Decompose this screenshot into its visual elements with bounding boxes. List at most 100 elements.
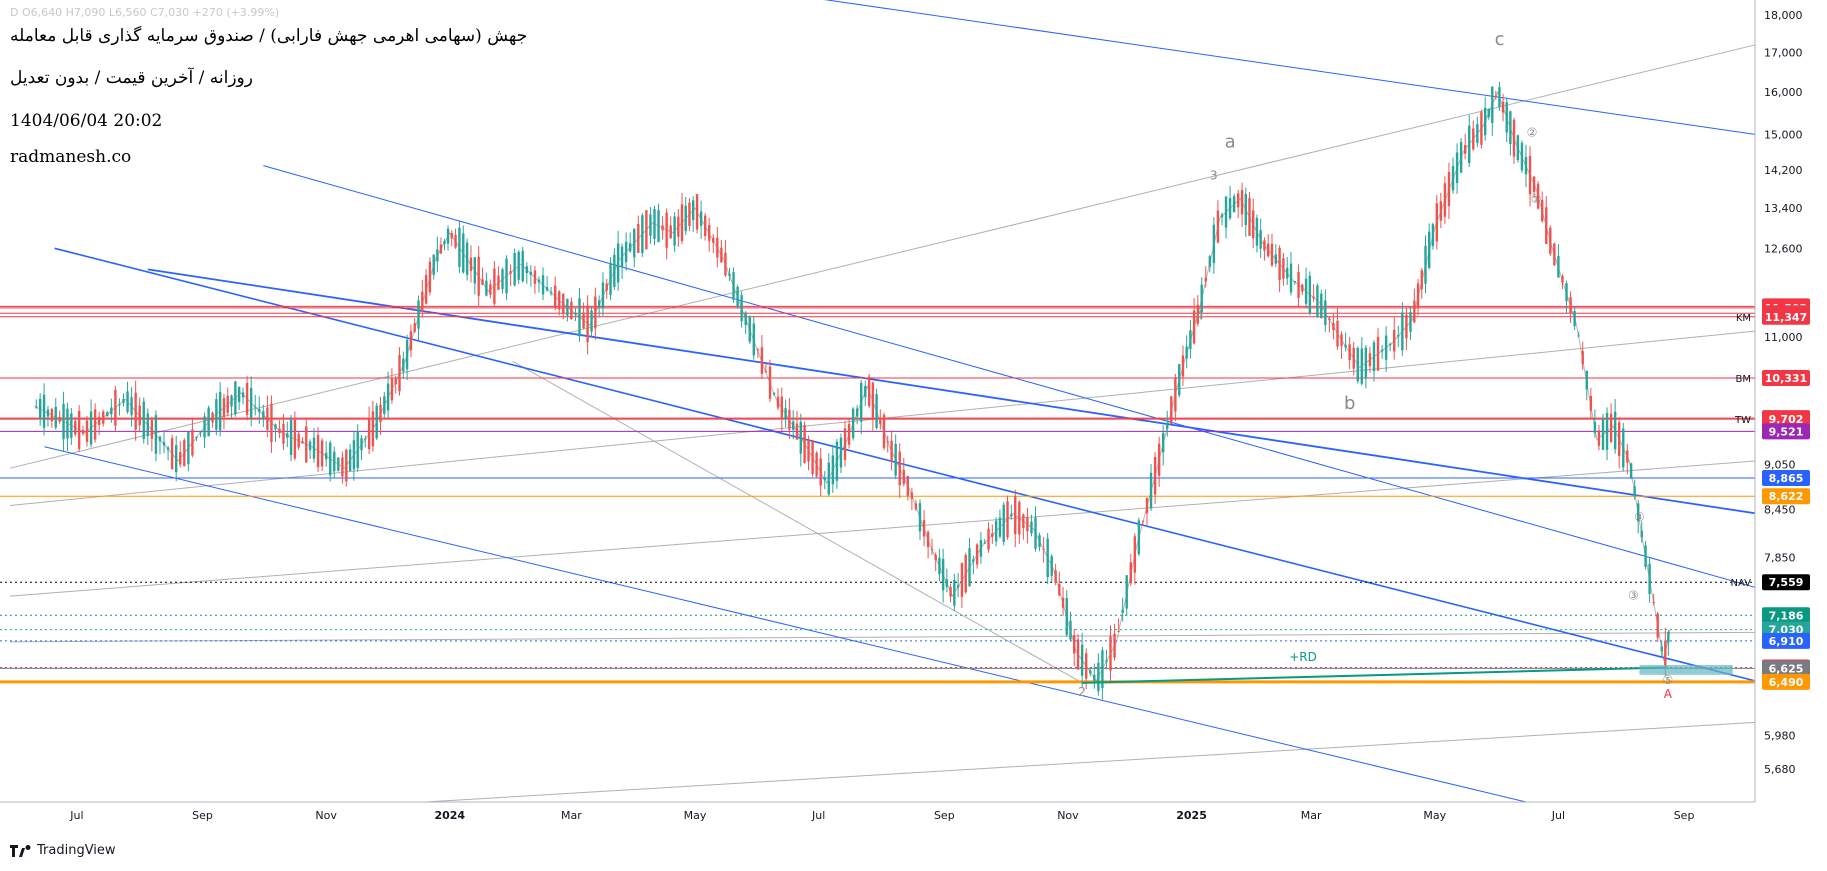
candle-body — [1324, 300, 1327, 325]
candle-body — [748, 316, 751, 342]
candle-body — [1145, 497, 1149, 514]
wave-label: c — [1495, 29, 1505, 50]
candle-body — [1487, 108, 1490, 118]
candle-body — [110, 407, 113, 415]
candle-body — [525, 266, 529, 274]
candle-body — [38, 398, 42, 420]
candle-body — [699, 211, 703, 226]
tradingview-logo[interactable]: TradingView — [10, 843, 116, 858]
y-tick-label: 14,200 — [1764, 164, 1803, 177]
candle-body — [1509, 111, 1512, 144]
candle-body — [85, 420, 89, 442]
candle-body — [1340, 334, 1343, 346]
horizontal-levels — [0, 305, 1755, 684]
candle-body — [1397, 335, 1400, 337]
candle-body — [324, 452, 328, 460]
fan-line — [512, 360, 1083, 684]
candle-body — [513, 253, 516, 286]
candle-body — [481, 279, 484, 285]
candle-body — [1656, 613, 1659, 638]
candle-body — [1161, 432, 1165, 453]
candle-body — [66, 408, 69, 439]
line-label: KM — [1736, 313, 1751, 324]
price-series — [34, 81, 1733, 700]
candle-body — [649, 214, 652, 236]
candle-body — [398, 355, 401, 392]
channel-line — [823, 0, 1756, 135]
wave-label: ④ — [1634, 510, 1645, 524]
ohlc-readout: D O6,640 H7,090 L6,560 C7,030 +270 (+3.9… — [10, 6, 280, 19]
y-tick-label: 12,600 — [1764, 242, 1803, 255]
channel-lines — [44, 0, 1756, 803]
candle-body — [1042, 548, 1045, 550]
candle-body — [637, 224, 640, 253]
price-tag-label: 9,521 — [1769, 425, 1804, 438]
candle-body — [166, 447, 170, 450]
candle-body — [1125, 575, 1128, 609]
candle-body — [736, 286, 739, 307]
price-tag — [1762, 423, 1810, 440]
candle-body — [1505, 102, 1508, 133]
candle-body — [1557, 255, 1560, 278]
candle-body — [960, 563, 964, 597]
candle-body — [179, 452, 182, 465]
candle-body — [320, 440, 324, 467]
wave-label: ⑤ — [1662, 673, 1673, 687]
candle-body — [146, 413, 150, 436]
candle-body — [469, 257, 473, 272]
candle-body — [1050, 556, 1053, 576]
price-tag — [1762, 607, 1810, 624]
candle-body — [1597, 430, 1601, 446]
candle-body — [436, 249, 439, 262]
candle-body — [1200, 284, 1203, 313]
candle-body — [501, 269, 504, 290]
candle-body — [1274, 254, 1278, 264]
candle-body — [1384, 335, 1388, 360]
candle-body — [1561, 276, 1564, 283]
candle-body — [187, 431, 190, 465]
candle-body — [819, 458, 822, 486]
candle-body — [234, 381, 237, 415]
candle-body — [1573, 310, 1576, 327]
candle-body — [922, 520, 926, 537]
candle-body — [1228, 198, 1232, 219]
x-tick-label: Nov — [315, 809, 337, 822]
candle-body — [249, 387, 253, 418]
candle-body — [379, 404, 382, 423]
candle-body — [776, 396, 780, 408]
candle-body — [1093, 674, 1096, 681]
candle-body — [1101, 650, 1104, 689]
rd-zone — [1639, 664, 1733, 675]
candle-body — [211, 412, 214, 423]
wave-label: 2 — [1078, 685, 1086, 699]
candle-body — [1189, 330, 1192, 349]
candle-body — [497, 275, 500, 290]
candle-body — [712, 237, 715, 243]
candle-body — [1336, 320, 1339, 347]
candle-body — [553, 285, 557, 308]
candle-body — [684, 205, 687, 232]
candle-body — [1431, 224, 1435, 247]
wave-label: A — [1664, 687, 1673, 701]
candle-body — [458, 227, 461, 267]
candle-body — [394, 377, 397, 385]
candle-body — [1468, 125, 1471, 163]
y-tick-label: 18,000 — [1764, 9, 1803, 22]
candle-body — [1014, 495, 1017, 535]
candle-body — [688, 202, 691, 226]
candle-body — [1388, 343, 1392, 346]
candle-body — [677, 216, 680, 237]
candle-body — [1498, 87, 1501, 108]
candle-body — [42, 394, 46, 428]
candle-body — [566, 298, 569, 316]
candle-body — [1137, 520, 1141, 555]
candle-body — [1428, 231, 1431, 269]
candle-body — [70, 413, 73, 438]
candle-body — [1022, 514, 1025, 528]
candle-body — [788, 409, 791, 430]
wave-label: 4 — [1196, 308, 1204, 322]
candle-body — [582, 312, 585, 329]
channel-line — [147, 268, 1756, 515]
candle-body — [1463, 145, 1467, 154]
